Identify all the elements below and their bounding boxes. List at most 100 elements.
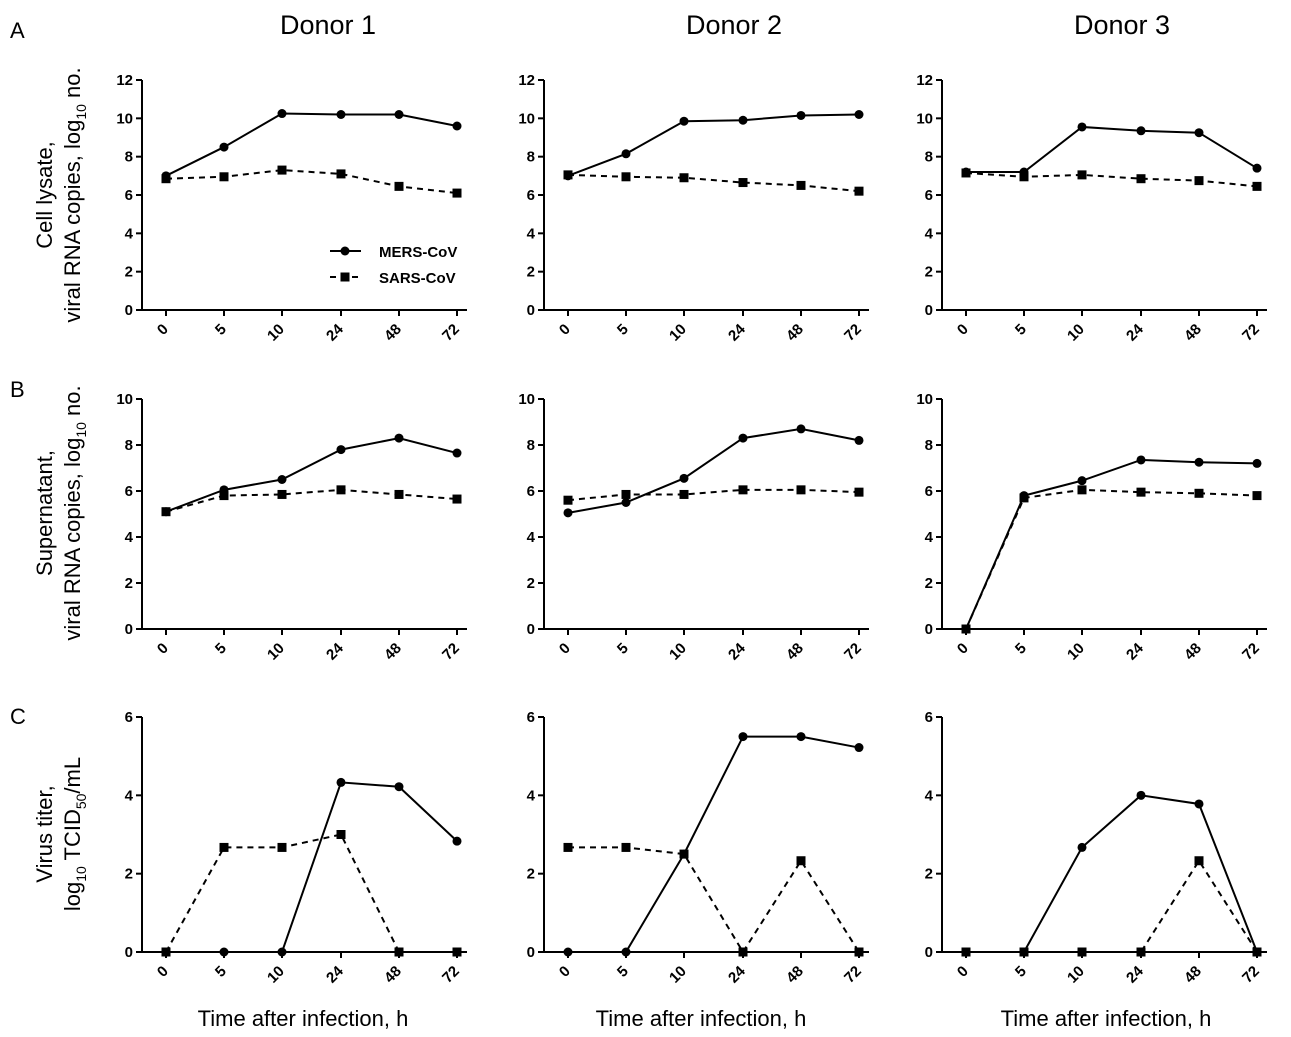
- panel-a-donor-2-sars-cov-line: [567, 173, 860, 193]
- panel-a-donor-3-mers-cov-point-72: [1252, 163, 1262, 173]
- panel-c-donor-1-sars-cov-point-5: [219, 842, 229, 852]
- panel-b-donor-2-sars-cov-point-24: [738, 485, 748, 495]
- panel-b-donor-1-x-tick-label-72: 72: [439, 640, 463, 664]
- panel-label-c: C: [10, 704, 26, 729]
- panel-b-donor-2-sars-cov-point-72: [854, 487, 864, 497]
- x-title-donor-2: Time after infection, h: [596, 1006, 807, 1031]
- panel-b-donor-1-mers-cov-point-0: [161, 507, 171, 517]
- panel-b-donor-3-mers-cov-point-0: [961, 624, 971, 634]
- panel-b-donor-2-mers-cov-line: [567, 427, 860, 514]
- panel-a-donor-3-mers-cov-point-48: [1194, 128, 1204, 138]
- panel-a-donor-1-mers-cov-point-5: [219, 142, 229, 152]
- panel-a-donor-1-y-tick-label-0: 0: [125, 302, 133, 319]
- y-title-row-b-part2: no.: [60, 385, 85, 422]
- panel-b-donor-3-mers-cov-point-5: [1019, 491, 1029, 501]
- panel-b-donor-3-sars-cov-point-10: [1077, 485, 1087, 495]
- panel-c-donor-1-x-tick-label-72: 72: [439, 963, 463, 987]
- panel-c-donor-1-mers-cov-point-72: [452, 836, 462, 846]
- y-title-row-a-subscript: 10: [73, 104, 89, 120]
- panel-c-donor-1-sars-cov-point-72: [452, 947, 462, 957]
- panel-a-donor-3-sars-cov-point-72: [1252, 181, 1262, 191]
- panel-b-donor-2-y-tick-label-10: 10: [518, 391, 535, 408]
- panel-b-donor-2-y-tick-label-2: 2: [527, 575, 535, 592]
- panel-b-donor-1-y-tick-label-0: 0: [125, 621, 133, 638]
- panel-c-donor-1-sars-cov-point-48: [394, 947, 404, 957]
- legend-mers-label: MERS-CoV: [379, 244, 457, 261]
- panel-b-donor-2-mers-cov-point-5: [621, 498, 631, 507]
- x-title-donor-1: Time after infection, h: [198, 1006, 409, 1031]
- panel-b-donor-1-mers-cov-point-72: [452, 448, 462, 458]
- panel-b-donor-1-x-tick-label-10: 10: [264, 640, 288, 664]
- panel-a-donor-3-y-tick-label-8: 8: [925, 149, 933, 166]
- panel-label-b: B: [10, 377, 25, 402]
- panel-a-donor-3-mers-cov-line: [966, 125, 1258, 173]
- panel-a-donor-1-x-tick-label-0: 0: [154, 321, 172, 339]
- panel-b-donor-2-y-tick-label-0: 0: [527, 621, 535, 638]
- panel-b-donor-2-x-tick-label-0: 0: [556, 640, 574, 658]
- panel-b-donor-3-y-tick-label-8: 8: [925, 437, 933, 454]
- panel-a-donor-2-sars-cov-point-48: [796, 180, 806, 190]
- y-title-row-b-subscript: 10: [73, 422, 89, 438]
- panel-c-donor-2-mers-cov-point-72: [854, 743, 864, 753]
- legend-sars-marker: [340, 272, 350, 282]
- panel-c-donor-2-x-tick-label-24: 24: [725, 962, 749, 986]
- x-title-donor-3: Time after infection, h: [1001, 1006, 1212, 1031]
- panel-c-donor-2-mers-cov-point-24: [738, 732, 748, 742]
- panel-c-donor-3-x-tick-label-48: 48: [1181, 963, 1205, 987]
- panel-c-donor-1-x-tick-label-0: 0: [154, 963, 172, 981]
- panel-b-donor-2-x-tick-label-24: 24: [725, 639, 749, 663]
- y-title-row-a-line1: Cell lysate,: [32, 141, 57, 249]
- panel-c-donor-2-x-tick-label-10: 10: [666, 963, 690, 987]
- y-title-row-c-subscript1: 10: [73, 866, 89, 882]
- panel-b-donor-2-y-tick-label-4: 4: [527, 529, 536, 546]
- panel-a-donor-3-mers-cov-point-5: [1019, 167, 1029, 177]
- panel-a-donor-3-y-tick-label-4: 4: [925, 225, 934, 242]
- panel-c-donor-1-mers-cov-line: [166, 781, 458, 953]
- panel-a-donor-3-sars-cov-point-5: [1019, 172, 1029, 182]
- panel-c-donor-3-x-tick-label-72: 72: [1239, 963, 1263, 987]
- panel-c-donor-1-mers-cov-point-10: [277, 947, 287, 957]
- panel-a-donor-1-sars-cov-point-72: [452, 188, 462, 198]
- column-title-donor-3: Donor 3: [1074, 10, 1170, 40]
- panel-c-donor-3-y-tick-label-4: 4: [925, 787, 934, 804]
- panel-c-donor-2-sars-cov-point-48: [796, 856, 806, 866]
- panel-a-donor-2-y-tick-label-8: 8: [527, 149, 535, 166]
- panel-a-donor-2-mers-cov-point-0: [563, 171, 573, 181]
- panel-c-donor-2-y-tick-label-2: 2: [527, 866, 535, 883]
- panel-c-donor-3-mers-cov-point-72: [1252, 947, 1262, 957]
- panel-a-donor-2-y-tick-label-2: 2: [527, 264, 535, 281]
- panel-c-donor-3-x-tick-label-5: 5: [1012, 963, 1030, 981]
- panel-a-donor-1-sars-cov-point-48: [394, 181, 404, 191]
- panel-a-donor-1-mers-cov-point-0: [161, 171, 171, 181]
- panel-c-donor-3-sars-cov-point-48: [1194, 856, 1204, 866]
- panel-c-donor-2-sars-cov-line: [568, 846, 860, 954]
- panel-b-donor-1-sars-cov-point-48: [394, 489, 404, 499]
- panel-label-a: A: [10, 18, 25, 43]
- panel-c-donor-3-y-tick-label-6: 6: [925, 709, 933, 726]
- panel-a-donor-2-y-tick-label-10: 10: [518, 110, 535, 127]
- panel-c-donor-1-sars-cov-point-10: [277, 842, 287, 852]
- panel-a-donor-2-y-tick-label-0: 0: [527, 302, 535, 319]
- panel-b-donor-2-sars-cov-point-48: [796, 485, 806, 495]
- panel-c-donor-1-y-tick-label-2: 2: [125, 866, 133, 883]
- panel-a-donor-2-sars-cov-point-5: [621, 172, 631, 182]
- panel-c-donor-3-mers-cov-point-48: [1194, 799, 1204, 809]
- panel-b-donor-1-sars-cov-point-10: [277, 489, 287, 499]
- panel-a-donor-2-sars-cov-point-10: [679, 173, 689, 183]
- y-title-row-b-line1: Supernatant,: [32, 450, 57, 576]
- panel-a-donor-3-x-tick-label-72: 72: [1239, 321, 1263, 345]
- panel-b-donor-3-x-tick-label-72: 72: [1239, 640, 1263, 664]
- panel-a-donor-2-sars-cov-point-72: [854, 186, 864, 196]
- panel-a-donor-2-y-tick-label-6: 6: [527, 187, 535, 204]
- column-title-donor-2: Donor 2: [686, 10, 782, 40]
- panel-c-donor-3-sars-cov-point-10: [1077, 947, 1087, 957]
- panel-c-donor-2-x-tick-label-5: 5: [614, 963, 632, 981]
- panel-c-donor-1-mers-cov-point-5: [219, 947, 229, 957]
- panel-a-donor-2-y-tick-label-4: 4: [527, 225, 536, 242]
